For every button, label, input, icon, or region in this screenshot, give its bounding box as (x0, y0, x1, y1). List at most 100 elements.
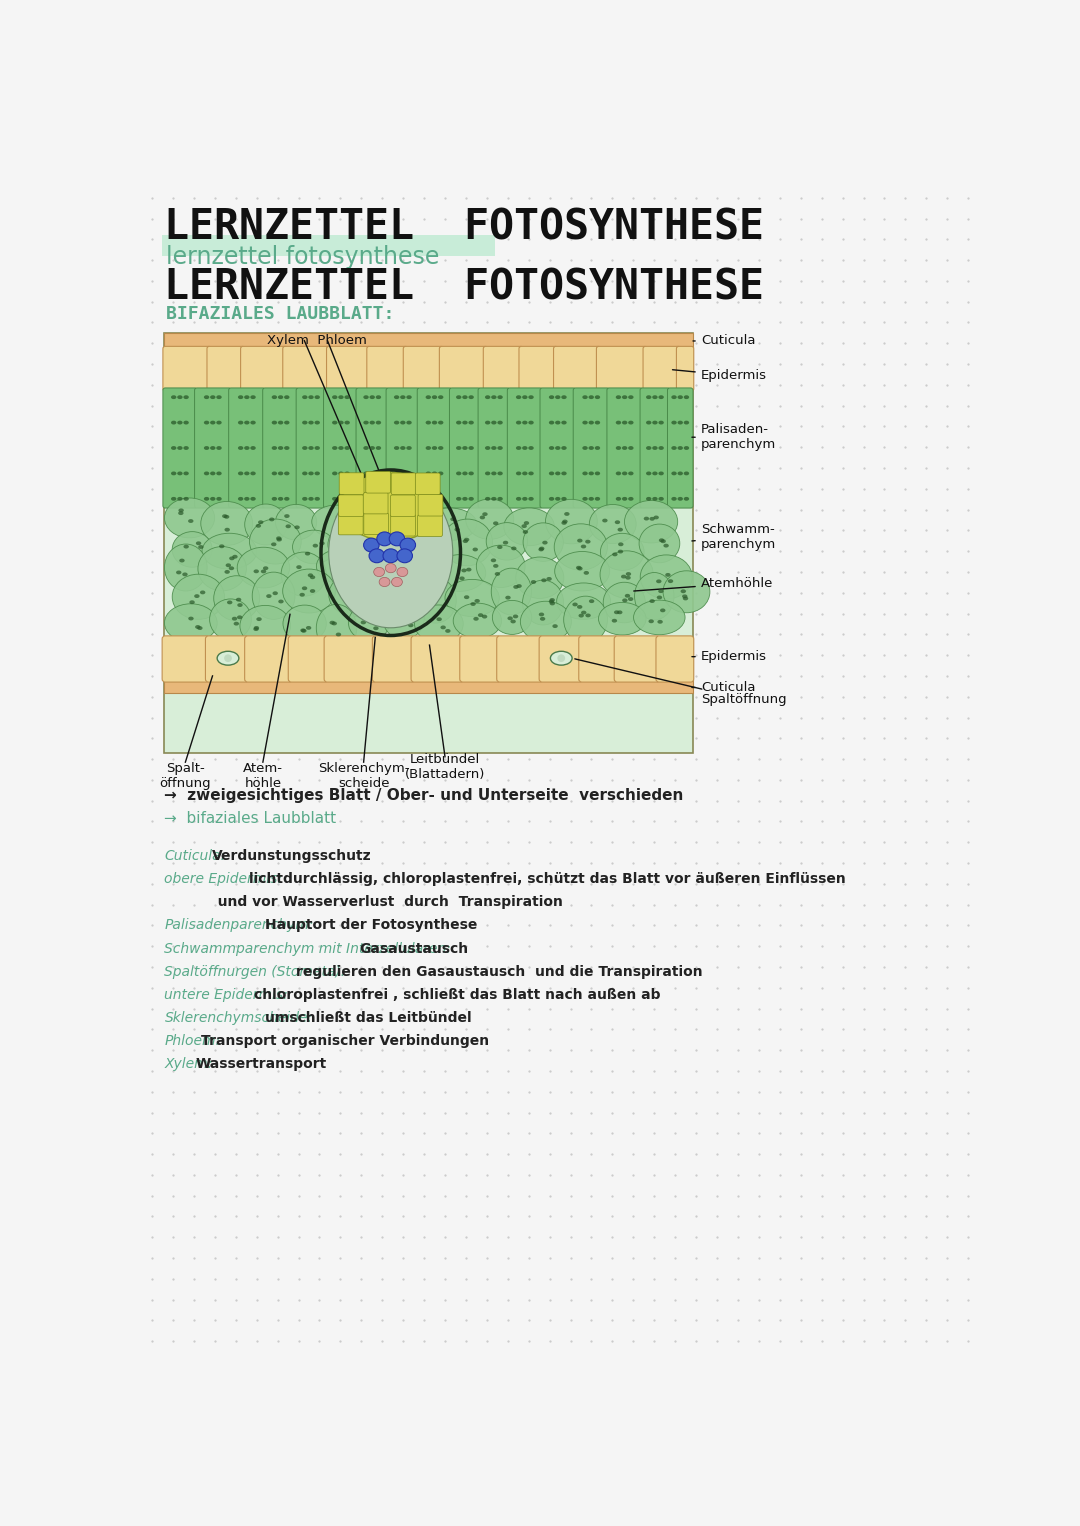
Ellipse shape (516, 446, 522, 450)
Ellipse shape (376, 446, 381, 450)
Ellipse shape (432, 395, 437, 400)
Ellipse shape (556, 583, 610, 620)
Ellipse shape (211, 421, 216, 424)
Ellipse shape (177, 472, 183, 475)
Ellipse shape (394, 446, 400, 450)
Ellipse shape (503, 540, 509, 545)
Ellipse shape (432, 472, 437, 475)
FancyBboxPatch shape (373, 636, 415, 682)
Ellipse shape (555, 551, 610, 591)
Ellipse shape (652, 421, 658, 424)
Ellipse shape (376, 536, 381, 540)
Ellipse shape (314, 421, 320, 424)
Text: und vor Wasserverlust  durch  Transpiration: und vor Wasserverlust durch Transpiratio… (164, 896, 564, 909)
Ellipse shape (482, 615, 487, 618)
Text: →  bifaziales Laubblatt: → bifaziales Laubblatt (164, 810, 337, 826)
Ellipse shape (176, 571, 181, 574)
Ellipse shape (210, 598, 252, 639)
Ellipse shape (663, 543, 669, 548)
Ellipse shape (359, 560, 402, 594)
Ellipse shape (589, 446, 594, 450)
Ellipse shape (555, 395, 561, 400)
Ellipse shape (393, 612, 399, 615)
Ellipse shape (433, 594, 438, 597)
Ellipse shape (278, 395, 283, 400)
Ellipse shape (328, 478, 453, 627)
Text: lichtdurchlässig, chloroplastenfrei, schützt das Blatt vor äußeren Einflüssen: lichtdurchlässig, chloroplastenfrei, sch… (248, 873, 846, 887)
Text: Cuticula: Cuticula (693, 334, 755, 348)
Ellipse shape (336, 516, 341, 519)
Ellipse shape (660, 609, 665, 612)
Ellipse shape (369, 395, 375, 400)
Ellipse shape (244, 421, 249, 424)
FancyBboxPatch shape (497, 636, 543, 682)
FancyBboxPatch shape (418, 494, 443, 516)
Ellipse shape (491, 395, 497, 400)
Ellipse shape (406, 497, 411, 501)
Ellipse shape (171, 472, 176, 475)
Ellipse shape (426, 497, 431, 501)
Ellipse shape (562, 472, 567, 475)
Ellipse shape (278, 472, 283, 475)
Ellipse shape (562, 421, 567, 424)
Text: Xylem:: Xylem: (164, 1058, 213, 1071)
FancyBboxPatch shape (391, 473, 416, 494)
Ellipse shape (432, 598, 437, 603)
Ellipse shape (225, 571, 230, 574)
Ellipse shape (498, 446, 503, 450)
Text: Phloem:: Phloem: (164, 1035, 220, 1048)
Ellipse shape (683, 597, 688, 600)
Ellipse shape (627, 597, 633, 601)
Ellipse shape (184, 421, 189, 424)
Ellipse shape (393, 549, 445, 595)
Ellipse shape (284, 514, 289, 517)
Ellipse shape (585, 613, 591, 618)
Ellipse shape (369, 421, 375, 424)
Ellipse shape (508, 617, 513, 620)
Ellipse shape (338, 472, 343, 475)
Ellipse shape (188, 519, 193, 523)
Ellipse shape (301, 629, 307, 633)
Ellipse shape (295, 525, 300, 530)
Ellipse shape (469, 497, 474, 501)
Text: LERNZETTEL  FOTOSYNTHESE: LERNZETTEL FOTOSYNTHESE (164, 206, 765, 249)
Ellipse shape (272, 472, 278, 475)
Ellipse shape (400, 395, 406, 400)
Ellipse shape (684, 446, 689, 450)
Ellipse shape (403, 615, 408, 618)
Ellipse shape (551, 652, 572, 665)
Ellipse shape (442, 519, 492, 566)
Ellipse shape (528, 446, 534, 450)
Ellipse shape (426, 421, 431, 424)
Ellipse shape (189, 600, 194, 604)
Ellipse shape (557, 655, 565, 662)
Ellipse shape (338, 395, 343, 400)
Ellipse shape (464, 595, 470, 600)
Ellipse shape (283, 606, 326, 642)
Ellipse shape (345, 497, 350, 501)
FancyBboxPatch shape (245, 636, 292, 682)
Ellipse shape (618, 528, 623, 531)
Ellipse shape (582, 421, 588, 424)
Ellipse shape (485, 446, 490, 450)
FancyBboxPatch shape (391, 514, 416, 536)
Ellipse shape (369, 472, 375, 475)
Ellipse shape (589, 472, 594, 475)
Ellipse shape (272, 497, 278, 501)
Ellipse shape (314, 446, 320, 450)
Ellipse shape (178, 508, 184, 513)
Ellipse shape (216, 421, 221, 424)
Ellipse shape (672, 421, 677, 424)
Ellipse shape (272, 395, 278, 400)
FancyBboxPatch shape (296, 388, 326, 508)
Ellipse shape (217, 652, 239, 665)
Ellipse shape (314, 497, 320, 501)
Ellipse shape (516, 472, 522, 475)
Ellipse shape (462, 421, 468, 424)
Ellipse shape (646, 395, 651, 400)
Ellipse shape (485, 421, 490, 424)
Ellipse shape (392, 577, 403, 586)
Ellipse shape (415, 604, 463, 642)
Ellipse shape (426, 472, 431, 475)
Ellipse shape (306, 626, 311, 630)
